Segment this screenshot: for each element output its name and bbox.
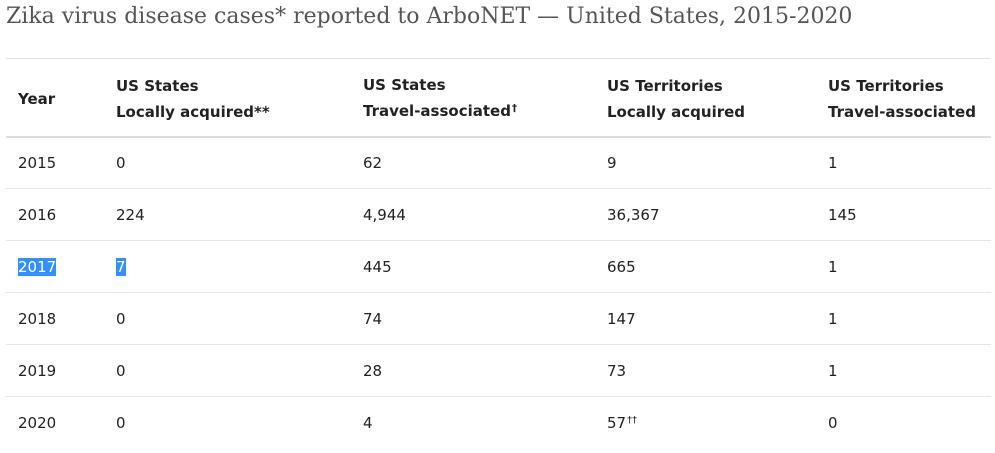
header-us-states-travel-dagger: †	[511, 102, 517, 114]
cell-territories-local-text: 73	[607, 361, 627, 380]
header-us-territories-local: US Territories Locally acquired	[595, 59, 816, 137]
cell-year-text-selected: 2017	[18, 257, 57, 276]
cell-us-local-text: 0	[116, 153, 126, 172]
cell-territories-local: 147	[595, 293, 816, 345]
cell-us-local: 0	[104, 345, 351, 397]
cell-us-local-text: 0	[116, 413, 126, 432]
table-row: 2016 224 4,944 36,367 145	[6, 189, 991, 241]
cell-us-travel-text: 445	[363, 257, 392, 276]
header-us-territories-travel: US Territories Travel-associated	[816, 59, 991, 137]
cell-us-travel: 74	[351, 293, 595, 345]
cell-territories-local: 665	[595, 241, 816, 293]
header-us-territories-local-line1: US Territories	[607, 77, 723, 96]
cell-us-travel: 4,944	[351, 189, 595, 241]
cell-us-travel: 4	[351, 397, 595, 449]
cell-year-text: 2020	[18, 413, 57, 432]
header-row: Year US States Locally acquired** US Sta…	[6, 58, 991, 137]
cell-us-local-text: 224	[116, 205, 145, 224]
cell-territories-travel-text: 145	[828, 205, 857, 224]
header-us-states-travel: US States Travel-associated†	[351, 59, 595, 137]
cell-territories-travel-text: 0	[828, 413, 838, 432]
cell-territories-travel: 0	[816, 397, 991, 449]
cell-us-travel: 445	[351, 241, 595, 293]
table-row-selected: 2017 7 445 665 1	[6, 241, 991, 293]
header-us-states-travel-line2-wrap: Travel-associated†	[363, 98, 595, 127]
table-header: Year US States Locally acquired** US Sta…	[6, 58, 991, 137]
cell-year: 2016	[6, 189, 104, 241]
cell-territories-local: 36,367	[595, 189, 816, 241]
cell-territories-local: 73	[595, 345, 816, 397]
cell-territories-local-text: 57	[607, 413, 627, 432]
cell-territories-travel: 145	[816, 189, 991, 241]
page-title: Zika virus disease cases* reported to Ar…	[6, 4, 853, 29]
table-row: 2019 0 28 73 1	[6, 345, 991, 397]
cell-territories-local-text: 147	[607, 309, 636, 328]
cell-us-travel: 28	[351, 345, 595, 397]
cell-territories-travel-text: 1	[828, 309, 838, 328]
cell-territories-travel-text: 1	[828, 361, 838, 380]
cell-territories-local: 9	[595, 137, 816, 189]
header-us-states-travel-line1: US States	[363, 75, 446, 94]
cell-us-travel-text: 4,944	[363, 205, 406, 224]
cell-us-local: 0	[104, 397, 351, 449]
cell-territories-travel: 1	[816, 137, 991, 189]
header-us-states-travel-line2: Travel-associated	[363, 101, 511, 120]
header-us-states-local-line2: Locally acquired**	[116, 103, 270, 122]
cell-us-local: 224	[104, 189, 351, 241]
cell-year: 2020	[6, 397, 104, 449]
header-us-territories-local-line2: Locally acquired	[607, 103, 746, 122]
header-us-territories-travel-line1: US Territories	[828, 77, 944, 96]
cell-us-local: 7	[104, 241, 351, 293]
header-us-states-local: US States Locally acquired**	[104, 59, 351, 137]
table-row: 2018 0 74 147 1	[6, 293, 991, 345]
cell-territories-travel: 1	[816, 241, 991, 293]
cell-us-local-text: 0	[116, 309, 126, 328]
zika-cases-table: Year US States Locally acquired** US Sta…	[6, 58, 991, 449]
cell-us-local-text-selected: 7	[116, 257, 126, 276]
cell-us-travel: 62	[351, 137, 595, 189]
cell-territories-local: 57††	[595, 397, 816, 449]
table-row: 2020 0 4 57†† 0	[6, 397, 991, 449]
table-row: 2015 0 62 9 1	[6, 137, 991, 189]
cell-us-local: 0	[104, 137, 351, 189]
cell-us-travel-text: 74	[363, 309, 383, 328]
cell-territories-local-text: 665	[607, 257, 636, 276]
cell-year-text: 2018	[18, 309, 57, 328]
cell-us-travel-text: 4	[363, 413, 373, 432]
cell-us-local-text: 0	[116, 361, 126, 380]
cell-territories-travel-text: 1	[828, 153, 838, 172]
header-year-line2: Year	[18, 90, 56, 109]
cell-territories-local-text: 9	[607, 153, 617, 172]
cell-year-text: 2019	[18, 361, 57, 380]
cell-territories-travel-text: 1	[828, 257, 838, 276]
cell-us-travel-text: 28	[363, 361, 383, 380]
cell-us-travel-text: 62	[363, 153, 383, 172]
cell-year: 2018	[6, 293, 104, 345]
cell-territories-travel: 1	[816, 293, 991, 345]
cell-us-local: 0	[104, 293, 351, 345]
cell-year-text: 2016	[18, 205, 57, 224]
cell-territories-travel: 1	[816, 345, 991, 397]
cell-year-text: 2015	[18, 153, 57, 172]
table-body: 2015 0 62 9 1 2016 224 4,944 36,367 145 …	[6, 137, 991, 449]
cell-year: 2019	[6, 345, 104, 397]
header-us-territories-travel-line2: Travel-associated	[828, 103, 976, 122]
header-us-states-local-line1: US States	[116, 77, 199, 96]
cell-year: 2015	[6, 137, 104, 189]
cell-territories-local-sup: ††	[627, 414, 638, 426]
header-year: Year	[6, 59, 104, 137]
cell-year: 2017	[6, 241, 104, 293]
cell-territories-local-text: 36,367	[607, 205, 660, 224]
